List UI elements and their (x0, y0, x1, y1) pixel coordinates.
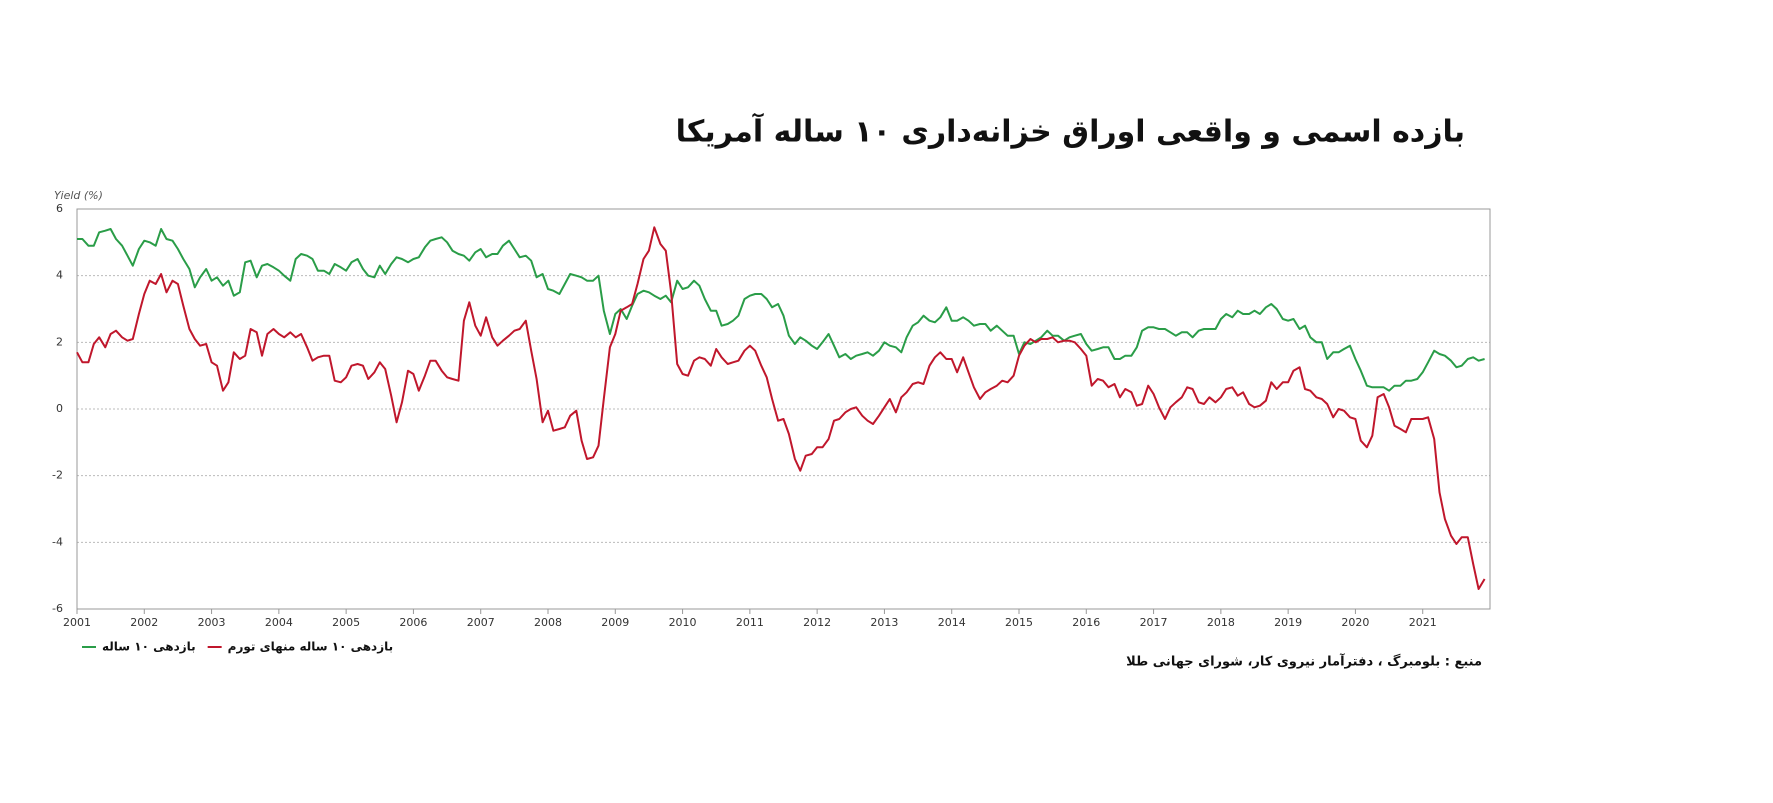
x-tick-label: 2010 (669, 616, 697, 629)
x-tick-label: 2002 (130, 616, 158, 629)
x-tick-label: 2006 (399, 616, 427, 629)
x-tick-label: 2003 (198, 616, 226, 629)
series-line (76, 226, 1486, 590)
x-tick-label: 2004 (265, 616, 293, 629)
y-tick-label: -2 (52, 469, 63, 482)
y-tick-label: 6 (56, 202, 63, 215)
x-tick-label: 2012 (803, 616, 831, 629)
x-tick-label: 2011 (736, 616, 764, 629)
x-tick-label: 2018 (1207, 616, 1235, 629)
y-tick-label: 2 (56, 335, 63, 348)
y-tick-label: -6 (52, 602, 63, 615)
y-tick-label: 4 (56, 269, 63, 282)
x-tick-label: 2019 (1274, 616, 1302, 629)
x-tick-label: 2014 (938, 616, 966, 629)
legend-label: بازدهی ۱۰ ساله منهای تورم (228, 640, 393, 655)
x-tick-label: 2016 (1072, 616, 1100, 629)
x-tick-label: 2013 (870, 616, 898, 629)
source: منبع : بلومبرگ ، دفترآمار نیروی کار، شور… (1126, 653, 1482, 670)
plot-frame (76, 208, 1491, 610)
y-tick-label: 0 (56, 402, 63, 415)
x-tick-label: 2009 (601, 616, 629, 629)
legend-label: بازدهی ۱۰ ساله (102, 640, 196, 654)
x-tick-label: 2005 (332, 616, 360, 629)
y-tick-label: -4 (52, 535, 63, 548)
x-tick-label: 2001 (63, 616, 91, 629)
x-tick-label: 2020 (1341, 616, 1369, 629)
y-axis-label: Yield (%) (54, 189, 103, 202)
x-tick-label: 2021 (1409, 616, 1437, 629)
chart-title: بازده اسمی و واقعی اوراق خزانه‌داری ۱۰ س… (676, 113, 1465, 150)
series-line (77, 228, 1485, 392)
x-tick-label: 2015 (1005, 616, 1033, 629)
x-tick-label: 2008 (534, 616, 562, 629)
x-tick-label: 2007 (467, 616, 495, 629)
x-tick-label: 2017 (1140, 616, 1168, 629)
